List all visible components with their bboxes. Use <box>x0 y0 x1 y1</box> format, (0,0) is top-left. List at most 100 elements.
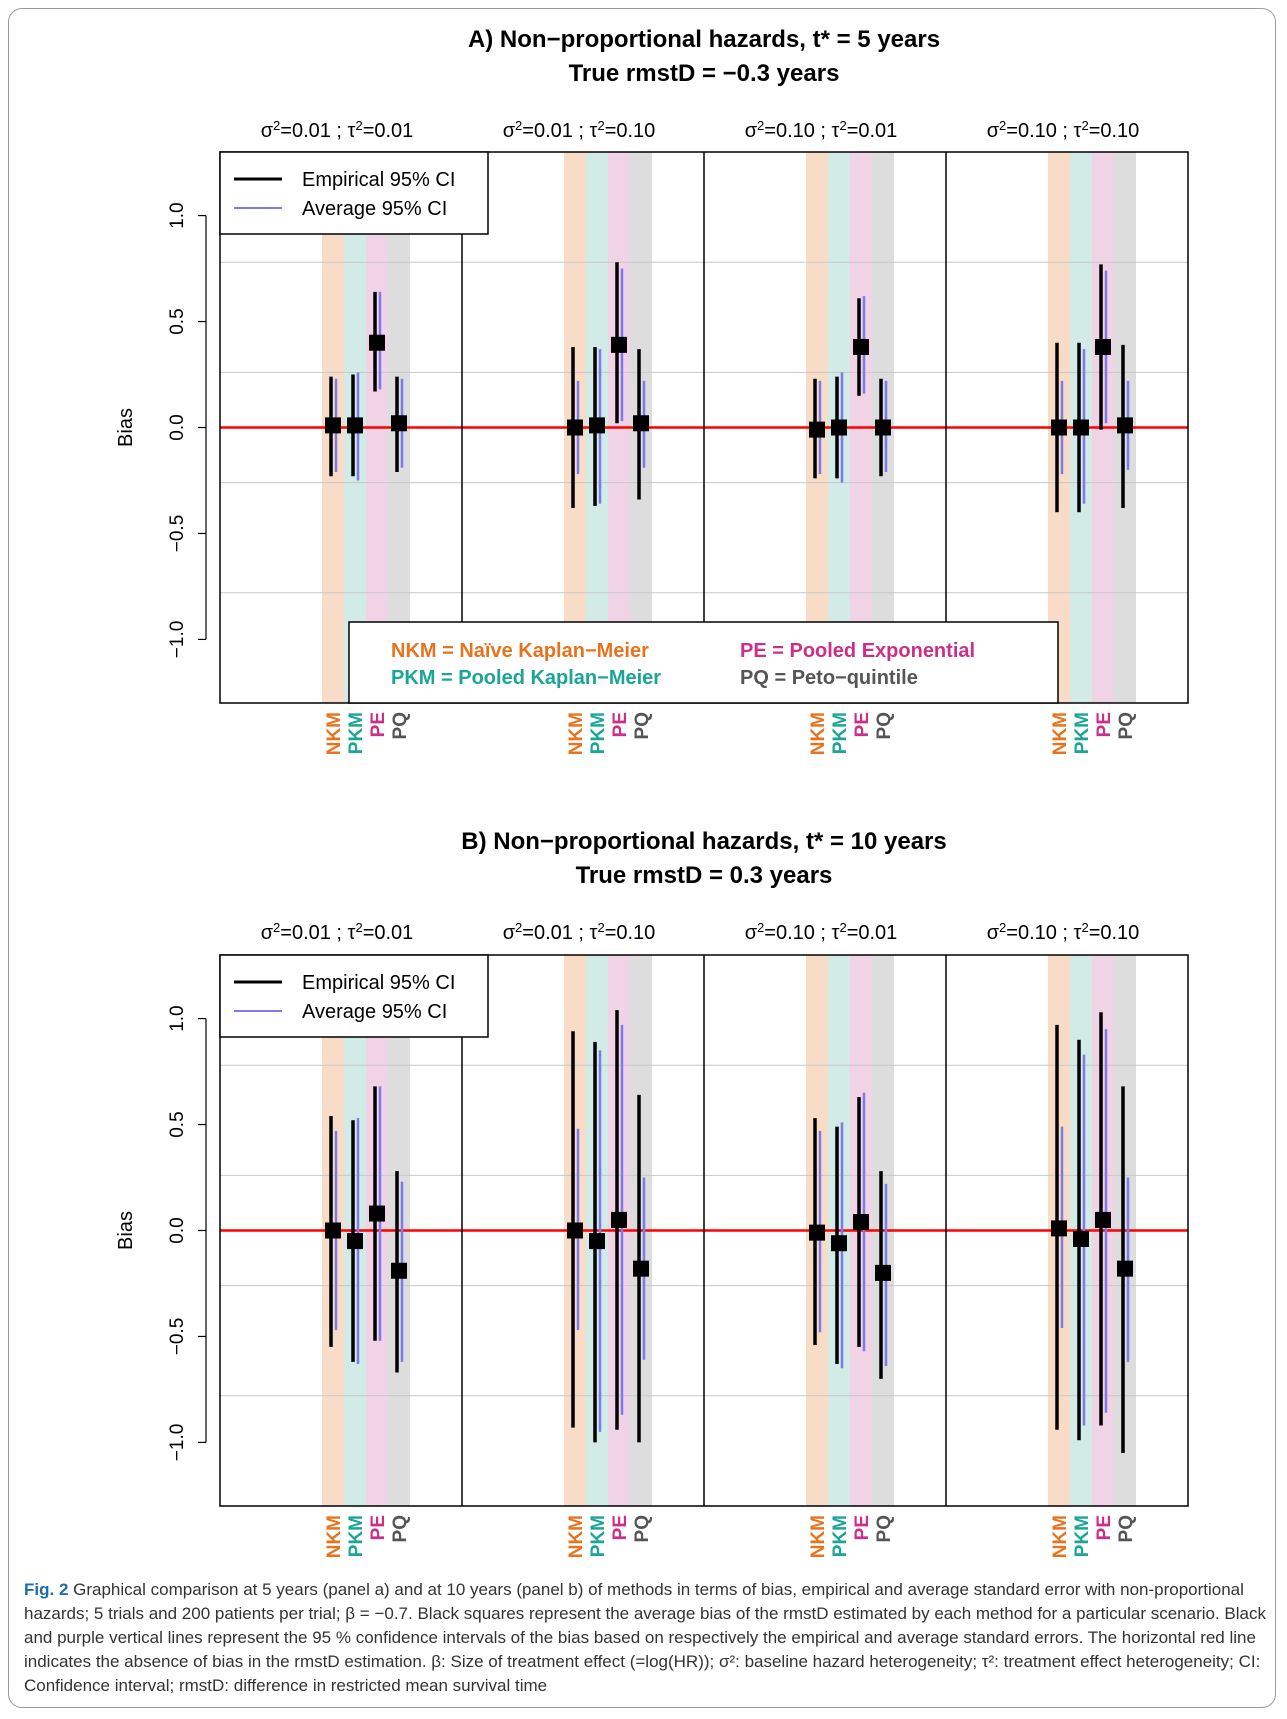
empirical-legend-label: Empirical 95% CI <box>302 972 455 994</box>
bias-point <box>1095 338 1111 355</box>
scenario-label: σ2=0.10 ; τ2=0.10 <box>987 118 1140 143</box>
methods-legend-item-nkm: NKM = Naïve Kaplan−Meier <box>391 640 649 662</box>
bias-point <box>1051 1220 1067 1237</box>
ci-legend: Empirical 95% CI Average 95% CI <box>219 151 489 235</box>
figure-canvas: A) Non−proportional hazards, t* = 5 year… <box>115 26 1189 1558</box>
bias-point <box>809 1224 825 1241</box>
method-axis-label-pq: PQ <box>390 1515 411 1542</box>
scenario-label: σ2=0.10 ; τ2=0.10 <box>987 920 1140 945</box>
method-axis-label-pq: PQ <box>1116 712 1137 739</box>
method-axis-label-pe: PE <box>1094 1515 1115 1540</box>
bias-point <box>1051 419 1067 436</box>
methods-legend-item-pkm: PKM = Pooled Kaplan−Meier <box>391 667 661 689</box>
method-axis-label-pq: PQ <box>874 1515 895 1542</box>
method-axis-label-pq: PQ <box>632 712 653 739</box>
bias-point <box>1095 1211 1111 1228</box>
caption-text: Graphical comparison at 5 years (panel a… <box>24 1580 1266 1695</box>
bias-point <box>347 417 363 434</box>
scenario-label: σ2=0.10 ; τ2=0.01 <box>745 920 898 945</box>
bias-point <box>853 1214 869 1231</box>
bias-point <box>831 1235 847 1252</box>
figure-caption: Fig. 2 Graphical comparison at 5 years (… <box>24 1578 1268 1698</box>
method-axis-label-pe: PE <box>368 712 389 737</box>
bias-point <box>633 415 649 432</box>
average-legend-label: Average 95% CI <box>302 198 447 220</box>
method-axis-label-pe: PE <box>1094 712 1115 737</box>
bias-point <box>853 338 869 355</box>
bias-point <box>589 1233 605 1250</box>
y-tick-label: 0.5 <box>167 1111 188 1137</box>
method-axis-label-pe: PE <box>852 712 873 737</box>
chart-panel-a: A) Non−proportional hazards, t* = 5 year… <box>115 26 1189 755</box>
method-axis-label-pe: PE <box>610 1515 631 1540</box>
method-axis-label-pkm: PKM <box>1072 712 1093 754</box>
method-axis-label-pq: PQ <box>1116 1515 1137 1542</box>
bias-point <box>1117 1260 1133 1277</box>
panel-subtitle: True rmstD = −0.3 years <box>569 60 840 87</box>
methods-legend-box <box>348 621 1059 704</box>
y-axis-label: Bias <box>115 408 137 447</box>
scenario-label: σ2=0.01 ; τ2=0.10 <box>503 118 656 143</box>
method-axis-label-nkm: NKM <box>324 1515 345 1558</box>
y-tick-label: 0.0 <box>167 1217 188 1243</box>
y-tick-label: 1.0 <box>167 1005 188 1031</box>
method-axis-label-pkm: PKM <box>588 712 609 754</box>
bias-point <box>567 419 583 436</box>
bias-point <box>325 417 341 434</box>
method-axis-label-nkm: NKM <box>808 1515 829 1558</box>
bias-point <box>1117 417 1133 434</box>
bias-point <box>391 1262 407 1279</box>
y-tick-label: −1.0 <box>167 1424 188 1462</box>
method-axis-label-pe: PE <box>852 1515 873 1540</box>
method-axis-label-pkm: PKM <box>588 1515 609 1557</box>
average-legend-label: Average 95% CI <box>302 1001 447 1023</box>
methods-legend-item-pq: PQ = Peto−quintile <box>740 667 918 689</box>
y-tick-label: 0.0 <box>167 414 188 440</box>
bias-point <box>611 1211 627 1228</box>
method-axis-label-nkm: NKM <box>324 712 345 755</box>
method-axis-label-pkm: PKM <box>830 712 851 754</box>
ci-legend: Empirical 95% CI Average 95% CI <box>219 954 489 1038</box>
bias-point <box>391 415 407 432</box>
scenario-label: σ2=0.01 ; τ2=0.10 <box>503 920 656 945</box>
method-axis-label-nkm: NKM <box>1050 712 1071 755</box>
method-axis-label-nkm: NKM <box>1050 1515 1071 1558</box>
panel-title: A) Non−proportional hazards, t* = 5 year… <box>468 26 940 53</box>
methods-legend-item-pe: PE = Pooled Exponential <box>740 640 975 662</box>
method-axis-label-pq: PQ <box>632 1515 653 1542</box>
bias-point <box>369 1205 385 1222</box>
scenario-label: σ2=0.10 ; τ2=0.01 <box>745 118 898 143</box>
method-axis-label-nkm: NKM <box>566 712 587 755</box>
plot-frame <box>219 954 1189 1507</box>
y-tick-label: 0.5 <box>167 308 188 334</box>
bias-point <box>809 421 825 438</box>
method-axis-label-pkm: PKM <box>1072 1515 1093 1557</box>
bias-point <box>347 1233 363 1250</box>
y-tick-label: −1.0 <box>167 621 188 659</box>
bias-point <box>369 334 385 351</box>
scenario-label: σ2=0.01 ; τ2=0.01 <box>261 920 414 945</box>
bias-point <box>567 1222 583 1239</box>
methods-legend: NKM = Naïve Kaplan−Meier PE = Pooled Expo… <box>348 621 1059 704</box>
bias-point <box>875 1264 891 1281</box>
panel-subtitle: True rmstD = 0.3 years <box>576 862 833 889</box>
method-axis-label-pkm: PKM <box>830 1515 851 1557</box>
method-axis-label-pkm: PKM <box>346 712 367 754</box>
bias-point <box>875 419 891 436</box>
bias-point <box>1073 1230 1089 1247</box>
scenario-label: σ2=0.01 ; τ2=0.01 <box>261 118 414 143</box>
method-axis-label-pe: PE <box>610 712 631 737</box>
figure-label: Fig. 2 <box>24 1580 69 1599</box>
bias-point <box>589 417 605 434</box>
y-tick-label: 1.0 <box>167 202 188 228</box>
panel-title: B) Non−proportional hazards, t* = 10 yea… <box>461 828 946 855</box>
chart-panel-b: B) Non−proportional hazards, t* = 10 yea… <box>115 828 1189 1558</box>
bias-point <box>325 1222 341 1239</box>
bias-point <box>611 336 627 353</box>
method-axis-label-nkm: NKM <box>566 1515 587 1558</box>
y-tick-label: −0.5 <box>167 515 188 553</box>
bias-point <box>1073 419 1089 436</box>
method-axis-label-pe: PE <box>368 1515 389 1540</box>
ci-legend-box <box>219 954 489 1038</box>
method-axis-label-nkm: NKM <box>808 712 829 755</box>
